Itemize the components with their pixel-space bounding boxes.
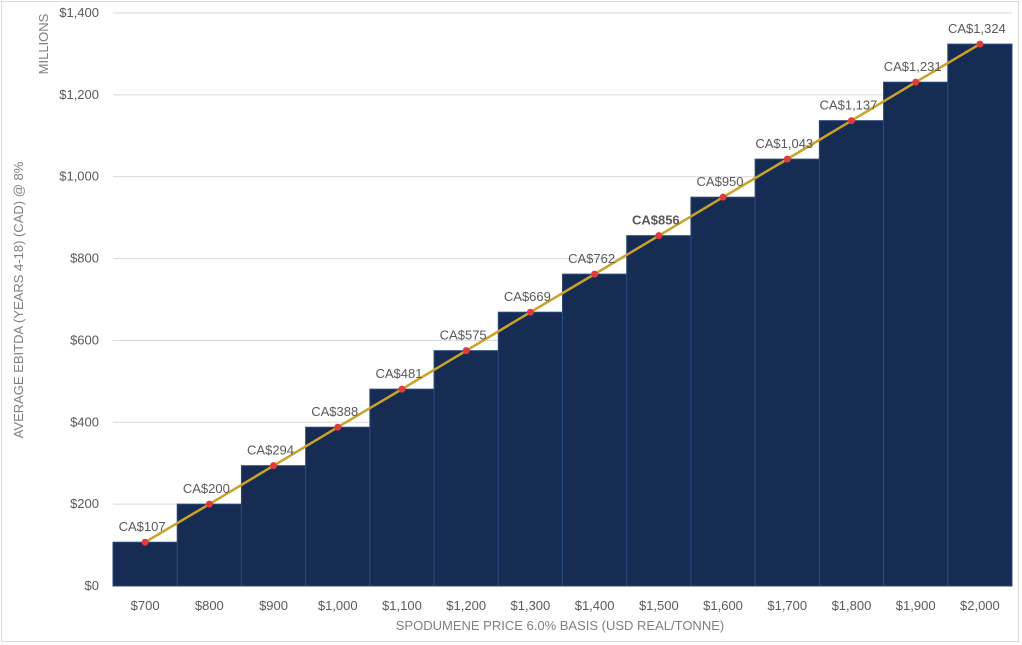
overlay-marker xyxy=(526,308,534,316)
data-label: CA$669 xyxy=(504,289,551,304)
bar xyxy=(433,350,499,587)
data-label: CA$1,324 xyxy=(948,21,1006,36)
bar xyxy=(818,120,885,587)
y-tick-label: $1,000 xyxy=(59,169,99,184)
overlay-marker xyxy=(591,270,599,278)
y-tick-label: $200 xyxy=(70,496,99,511)
data-label: CA$200 xyxy=(183,481,230,496)
bar xyxy=(754,158,820,587)
bar xyxy=(562,273,628,587)
y-tick-labels: $0 $200 $400 $600 $800 $1,000 $1,200 $1,400 xyxy=(59,5,99,593)
overlay-markers xyxy=(141,40,984,546)
overlay-marker xyxy=(334,423,342,431)
x-tick-label: $1,000 xyxy=(318,598,358,613)
overlay-marker xyxy=(205,500,213,508)
x-tick-label: $1,300 xyxy=(511,598,551,613)
x-tick-label: $800 xyxy=(195,598,224,613)
data-label: CA$950 xyxy=(697,174,744,189)
bar xyxy=(369,388,435,587)
bar xyxy=(497,311,563,587)
bar xyxy=(240,465,307,587)
bar xyxy=(112,541,178,587)
data-label: CA$1,137 xyxy=(820,98,878,113)
overlay-marker xyxy=(976,40,984,48)
overlay-marker xyxy=(719,193,727,201)
data-label: CA$107 xyxy=(119,519,166,534)
overlay-marker xyxy=(462,347,470,355)
y-tick-label: $1,400 xyxy=(59,5,99,20)
bar xyxy=(626,235,692,587)
overlay-line xyxy=(144,43,981,544)
data-label: CA$481 xyxy=(375,366,422,381)
y-tick-label: $800 xyxy=(70,251,99,266)
bars xyxy=(112,43,1013,587)
data-label: CA$575 xyxy=(440,328,487,343)
x-axis-title: SPODUMENE PRICE 6.0% BASIS (USD REAL/TON… xyxy=(396,618,724,633)
overlay-marker xyxy=(655,232,663,240)
overlay-marker xyxy=(847,117,855,125)
overlay-marker xyxy=(270,462,278,470)
overlay-marker xyxy=(141,538,149,546)
overlay-marker xyxy=(783,155,791,163)
data-label: CA$1,231 xyxy=(884,59,942,74)
x-tick-label: $900 xyxy=(259,598,288,613)
y-tick-label: $600 xyxy=(70,332,99,347)
x-tick-label: $1,700 xyxy=(767,598,807,613)
x-tick-label: $1,900 xyxy=(896,598,936,613)
overlay-marker xyxy=(912,78,920,86)
data-label: CA$388 xyxy=(311,404,358,419)
data-label: CA$294 xyxy=(247,443,294,458)
overlay-marker xyxy=(398,385,406,393)
data-label: CA$762 xyxy=(568,251,615,266)
x-tick-label: $2,000 xyxy=(960,598,1000,613)
x-tick-label: $1,500 xyxy=(639,598,679,613)
data-label-highlight: CA$856 xyxy=(632,213,680,228)
bar xyxy=(690,196,756,587)
bar xyxy=(305,426,371,587)
x-tick-label: $1,400 xyxy=(575,598,615,613)
x-tick-label: $1,100 xyxy=(382,598,422,613)
y-tick-label: $0 xyxy=(85,578,99,593)
x-tick-label: $1,600 xyxy=(703,598,743,613)
bar xyxy=(883,81,949,587)
y-axis-title: AVERAGE EBITDA (YEARS 4-18) (CAD) @ 8% xyxy=(11,161,26,438)
overlay-line-path xyxy=(144,43,981,544)
bar xyxy=(947,43,1013,587)
x-tick-labels: $700 $800 $900 $1,000 $1,100 $1,200 $1,300 $1,4… xyxy=(131,598,1000,613)
x-tick-label: $1,200 xyxy=(446,598,486,613)
y-tick-label: $400 xyxy=(70,414,99,429)
data-label: CA$1,043 xyxy=(755,136,813,151)
x-tick-label: $700 xyxy=(131,598,160,613)
y-axis-unit-label: MILLIONS xyxy=(36,13,51,74)
y-tick-label: $1,200 xyxy=(59,87,99,102)
data-labels: CA$107 CA$200 CA$294 CA$388 CA$481 CA$575 CA$6… xyxy=(119,21,1006,534)
x-tick-label: $1,800 xyxy=(832,598,872,613)
